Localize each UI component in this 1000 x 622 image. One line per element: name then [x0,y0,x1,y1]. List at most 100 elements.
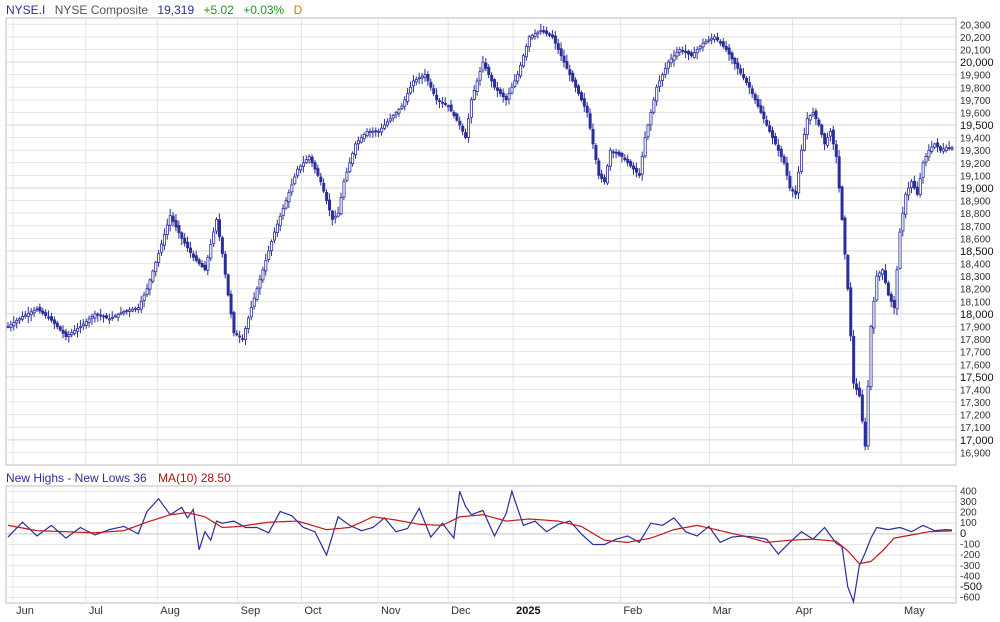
candle-body [771,130,775,139]
candle-body [351,152,355,165]
price-tick-label: 17,400 [960,385,991,396]
candle-body [275,223,279,233]
indicator-tick-label: 100 [960,518,977,529]
candle-body [258,278,262,289]
candle-body [666,61,670,69]
candle-body [493,79,497,88]
candle-body [162,234,166,246]
candle-body [420,75,424,79]
candle-body [930,146,934,152]
candle-body [102,315,106,318]
price-tick-label: 17,800 [960,335,991,346]
price-tick-label: 18,300 [960,272,991,283]
candle-body [50,316,54,321]
candle-body [374,130,378,133]
candle-body [380,127,384,133]
candle-body [264,259,268,272]
candle-body [252,297,256,307]
candle-body [658,80,662,87]
candle-body [869,326,873,388]
candle-body [739,68,743,74]
x-tick-label: Oct [304,605,321,617]
candle-body [212,231,216,244]
candle-body [788,176,792,189]
x-tick-label: May [904,605,925,617]
candle-body [87,318,91,323]
candle-body [776,144,780,151]
candle-body [325,192,329,201]
candle-body [808,115,812,121]
candle-body [461,125,465,132]
candle-body [307,156,311,161]
candle-body [270,241,274,252]
candle-body [299,165,303,171]
candle-body [823,133,827,145]
candle-body [330,210,334,220]
candle-body [791,189,795,192]
candle-body [939,146,943,151]
symbol-label[interactable]: NYSE.I [6,3,46,17]
candle-body [565,61,569,69]
candle-body [23,314,27,317]
candle-body [524,45,528,58]
candle-body [698,45,702,50]
candle-body [634,167,638,173]
candle-body [600,173,604,179]
candle-body [701,42,705,48]
candle-body [64,331,68,337]
candle-body [293,176,297,185]
candle-body [536,31,540,35]
candle-body [217,219,221,237]
candle-body [681,50,685,52]
candle-body [6,326,10,328]
candle-body [125,310,129,313]
candle-body [684,50,688,54]
price-tick-label: 20,200 [960,33,991,44]
candle-body [773,136,777,145]
candle-body [713,36,717,40]
candle-body [632,165,636,170]
candle-body [371,130,375,133]
candle-body [52,319,56,324]
candle-body [206,256,210,271]
candle-body [855,383,859,390]
candle-body [313,162,317,170]
candle-body [811,112,815,116]
candle-body [828,130,832,137]
price-tick-label: 19,500 [960,120,994,132]
last-price: 19,319 [157,3,195,17]
candle-body [689,52,693,57]
candle-body [9,324,13,328]
candle-body [756,98,760,107]
candle-body [261,269,265,281]
candle-body [122,310,126,314]
price-tick-label: 20,100 [960,45,991,56]
candle-body [385,121,389,126]
candle-body [501,92,505,98]
candle-body [562,55,566,63]
candle-body [154,261,158,273]
candle-body [907,187,911,196]
period-label[interactable]: D [293,3,303,17]
candle-body [585,105,589,113]
candle-body [924,156,928,163]
price-tick-label: 19,200 [960,159,991,170]
candle-body [435,94,439,101]
price-tick-label: 18,600 [960,234,991,245]
candle-body [840,186,844,220]
price-panel [5,17,957,466]
candle-body [669,58,673,64]
candle-body [915,186,919,195]
candle-body [678,49,682,53]
candle-body [110,317,114,319]
candle-body [779,148,783,157]
candle-body [800,149,804,172]
x-tick-label: Mar [713,605,732,617]
candle-body [244,328,248,340]
candle-body [545,30,549,35]
candle-body [177,225,181,234]
candle-body [229,293,233,315]
candle-body [817,119,821,126]
candle-body [936,142,940,148]
